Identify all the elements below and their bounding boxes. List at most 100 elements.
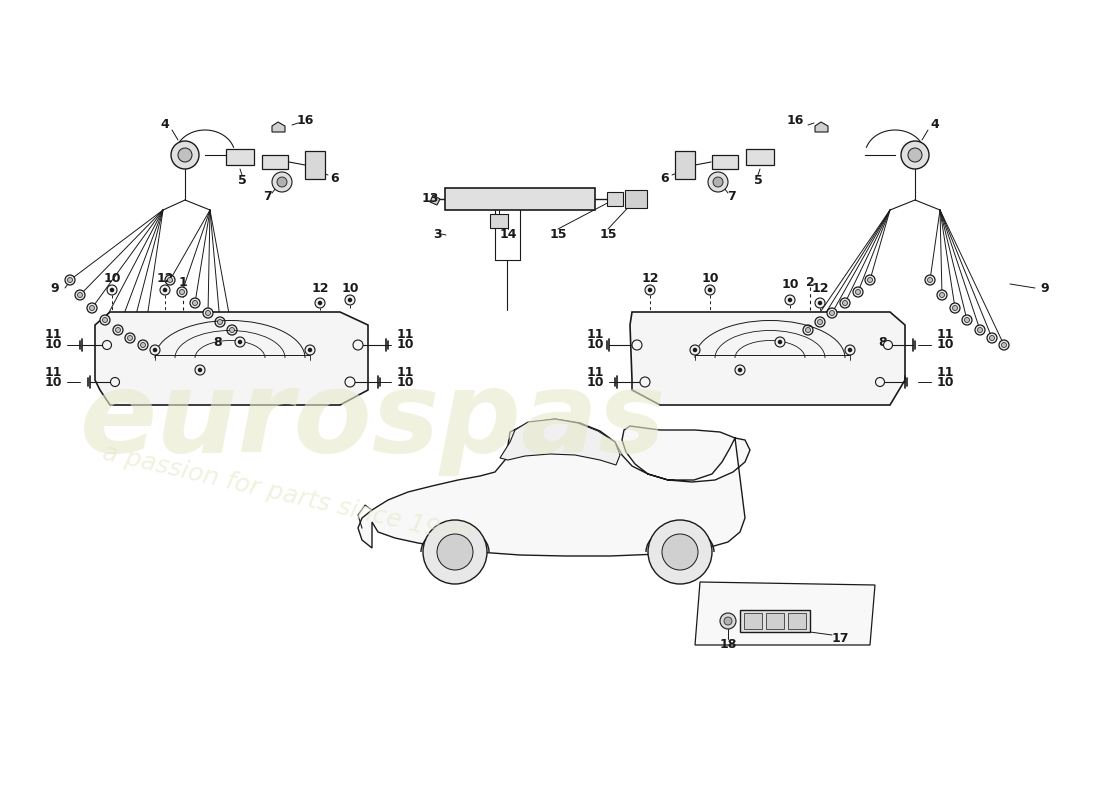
Circle shape — [840, 298, 850, 308]
Bar — [446, 188, 595, 210]
Text: 15: 15 — [549, 229, 566, 242]
Bar — [740, 610, 810, 632]
Circle shape — [315, 298, 324, 308]
Circle shape — [640, 377, 650, 387]
Circle shape — [110, 288, 114, 292]
Circle shape — [925, 275, 935, 285]
Circle shape — [204, 308, 213, 318]
Text: 10: 10 — [103, 271, 121, 285]
Circle shape — [953, 306, 957, 310]
Circle shape — [865, 275, 874, 285]
Circle shape — [690, 345, 700, 355]
Circle shape — [937, 290, 947, 300]
Text: 10: 10 — [44, 338, 62, 351]
Circle shape — [177, 287, 187, 297]
Text: 10: 10 — [781, 278, 799, 291]
Bar — [744, 613, 762, 629]
Circle shape — [272, 172, 292, 192]
Circle shape — [815, 317, 825, 327]
Circle shape — [138, 340, 148, 350]
Circle shape — [648, 520, 712, 584]
Text: 10: 10 — [44, 375, 62, 389]
Text: 12: 12 — [311, 282, 329, 294]
Polygon shape — [430, 195, 440, 205]
Circle shape — [852, 287, 864, 297]
Polygon shape — [815, 122, 828, 132]
Text: 10: 10 — [396, 375, 414, 389]
FancyBboxPatch shape — [675, 151, 695, 179]
Text: 3: 3 — [433, 229, 442, 242]
Text: 13: 13 — [421, 193, 439, 206]
Text: 10: 10 — [936, 375, 954, 389]
Circle shape — [645, 285, 654, 295]
Bar — [766, 613, 784, 629]
Text: 6: 6 — [661, 173, 669, 186]
Circle shape — [230, 327, 234, 333]
Polygon shape — [272, 122, 285, 132]
Circle shape — [206, 310, 210, 315]
Circle shape — [803, 325, 813, 335]
Circle shape — [65, 275, 75, 285]
Circle shape — [720, 613, 736, 629]
Circle shape — [693, 348, 697, 352]
Circle shape — [962, 315, 972, 325]
Circle shape — [100, 315, 110, 325]
Text: 2: 2 — [805, 275, 814, 289]
Bar — [788, 613, 806, 629]
Circle shape — [353, 340, 363, 350]
Text: 5: 5 — [238, 174, 246, 186]
Circle shape — [102, 341, 111, 350]
Text: a passion for parts since 1990: a passion for parts since 1990 — [100, 441, 473, 549]
Text: 10: 10 — [586, 338, 604, 351]
Circle shape — [87, 303, 97, 313]
Text: 11: 11 — [44, 329, 62, 342]
Circle shape — [437, 534, 473, 570]
Circle shape — [713, 177, 723, 187]
Circle shape — [167, 278, 173, 282]
Circle shape — [990, 335, 994, 341]
Polygon shape — [358, 419, 750, 556]
Circle shape — [348, 298, 352, 302]
Text: 11: 11 — [396, 329, 414, 342]
Text: 15: 15 — [600, 229, 617, 242]
Circle shape — [883, 341, 892, 350]
Text: 1: 1 — [178, 275, 187, 289]
Circle shape — [179, 290, 185, 294]
Text: 4: 4 — [931, 118, 939, 131]
Circle shape — [150, 345, 160, 355]
Text: 18: 18 — [719, 638, 737, 651]
FancyBboxPatch shape — [746, 149, 774, 165]
Circle shape — [116, 327, 121, 333]
Circle shape — [165, 275, 175, 285]
Text: 6: 6 — [331, 173, 339, 186]
Circle shape — [927, 278, 933, 282]
Text: 7: 7 — [727, 190, 736, 202]
FancyBboxPatch shape — [305, 151, 324, 179]
Circle shape — [190, 298, 200, 308]
FancyBboxPatch shape — [712, 155, 738, 169]
Polygon shape — [630, 312, 905, 405]
Circle shape — [843, 301, 847, 306]
Circle shape — [305, 345, 315, 355]
Text: 11: 11 — [936, 366, 954, 378]
Circle shape — [102, 318, 108, 322]
Circle shape — [227, 325, 236, 335]
Bar — [625, 190, 647, 208]
Circle shape — [908, 148, 922, 162]
Circle shape — [978, 327, 982, 333]
Circle shape — [815, 298, 825, 308]
Circle shape — [308, 348, 312, 352]
Circle shape — [318, 301, 322, 306]
Text: 8: 8 — [879, 335, 888, 349]
Circle shape — [876, 378, 884, 386]
Circle shape — [125, 333, 135, 343]
Text: 7: 7 — [264, 190, 273, 202]
Circle shape — [89, 306, 95, 310]
Circle shape — [235, 337, 245, 347]
Text: 11: 11 — [44, 366, 62, 378]
Text: 8: 8 — [213, 335, 222, 349]
Text: 12: 12 — [641, 271, 659, 285]
Circle shape — [827, 308, 837, 318]
FancyBboxPatch shape — [262, 155, 288, 169]
Circle shape — [999, 340, 1009, 350]
